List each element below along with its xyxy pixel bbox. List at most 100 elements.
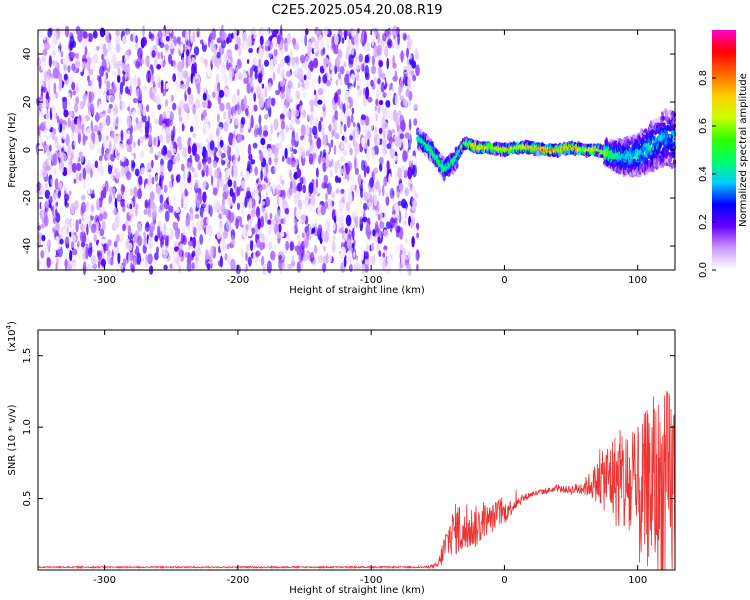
- noise-speckle: [401, 216, 404, 227]
- noise-speckle: [342, 149, 347, 156]
- noise-speckle: [336, 151, 342, 162]
- noise-speckle: [392, 54, 396, 68]
- noise-speckle: [240, 170, 244, 178]
- noise-speckle: [162, 47, 166, 57]
- noise-speckle: [244, 171, 250, 181]
- noise-speckle: [262, 263, 267, 276]
- noise-speckle: [115, 234, 120, 243]
- noise-speckle: [152, 87, 158, 95]
- noise-speckle: [285, 240, 289, 251]
- noise-speckle: [63, 83, 67, 91]
- noise-speckle: [92, 30, 98, 39]
- noise-speckle: [377, 31, 381, 44]
- noise-speckle: [398, 183, 404, 192]
- noise-speckle: [107, 108, 112, 114]
- noise-speckle: [213, 201, 218, 214]
- noise-speckle: [287, 32, 291, 45]
- noise-speckle: [332, 235, 336, 241]
- noise-speckle: [87, 233, 90, 244]
- noise-speckle: [47, 27, 52, 38]
- noise-speckle: [297, 236, 302, 247]
- noise-speckle: [238, 47, 242, 57]
- noise-speckle: [168, 205, 174, 213]
- noise-speckle: [51, 117, 55, 127]
- noise-speckle: [155, 184, 161, 195]
- noise-speckle: [134, 168, 140, 177]
- noise-speckle: [319, 187, 324, 196]
- noise-speckle: [145, 162, 149, 175]
- noise-speckle: [146, 104, 150, 112]
- noise-speckle: [318, 257, 322, 263]
- noise-speckle: [193, 167, 198, 176]
- noise-speckle: [122, 205, 126, 213]
- noise-speckle: [164, 127, 170, 135]
- noise-speckle: [98, 38, 104, 50]
- noise-speckle: [323, 26, 329, 36]
- noise-speckle: [41, 56, 46, 62]
- noise-speckle: [286, 70, 291, 78]
- noise-speckle: [306, 141, 311, 150]
- noise-speckle: [273, 166, 277, 173]
- noise-speckle: [130, 41, 134, 52]
- noise-speckle: [139, 150, 145, 158]
- noise-speckle: [60, 110, 65, 118]
- noise-speckle: [240, 248, 244, 259]
- noise-speckle: [258, 58, 262, 67]
- signal-pixel: [615, 166, 619, 174]
- noise-speckle: [210, 175, 214, 186]
- noise-speckle: [169, 246, 172, 255]
- noise-speckle: [93, 81, 97, 91]
- noise-speckle: [229, 199, 232, 206]
- noise-speckle: [392, 109, 397, 122]
- signal-pixel: [628, 140, 633, 146]
- signal-pixel: [418, 128, 422, 136]
- noise-speckle: [237, 160, 243, 171]
- noise-speckle: [378, 250, 382, 257]
- noise-speckle: [381, 149, 386, 160]
- noise-speckle: [266, 260, 272, 274]
- noise-speckle: [66, 225, 70, 235]
- noise-speckle: [160, 79, 164, 87]
- noise-speckle: [146, 70, 152, 83]
- noise-speckle: [220, 152, 226, 159]
- noise-speckle: [385, 221, 391, 229]
- noise-speckle: [97, 74, 100, 82]
- noise-speckle: [186, 182, 192, 188]
- noise-speckle: [60, 147, 64, 153]
- noise-speckle: [77, 131, 81, 144]
- noise-speckle: [121, 185, 126, 192]
- noise-speckle: [39, 28, 44, 38]
- signal-pixel: [453, 152, 457, 158]
- noise-speckle: [62, 230, 66, 240]
- noise-speckle: [386, 57, 389, 70]
- noise-speckle: [192, 132, 197, 139]
- noise-speckle: [325, 38, 331, 50]
- noise-speckle: [216, 230, 222, 240]
- noise-speckle: [411, 60, 417, 69]
- noise-speckle: [162, 28, 166, 38]
- noise-speckle: [61, 96, 68, 103]
- noise-speckle: [211, 55, 215, 65]
- noise-speckle: [151, 176, 155, 185]
- noise-speckle: [175, 207, 180, 214]
- noise-speckle: [172, 102, 177, 111]
- noise-speckle: [297, 182, 303, 192]
- noise-speckle: [377, 103, 381, 114]
- noise-speckle: [145, 126, 149, 138]
- noise-speckle: [40, 188, 45, 194]
- noise-speckle: [270, 250, 276, 261]
- noise-speckle: [52, 32, 59, 46]
- noise-speckle: [142, 106, 147, 117]
- noise-speckle: [284, 147, 288, 160]
- noise-speckle: [219, 66, 225, 79]
- noise-speckle: [223, 183, 228, 194]
- noise-speckle: [120, 152, 125, 163]
- noise-speckle: [38, 112, 43, 119]
- noise-speckle: [352, 128, 355, 142]
- noise-speckle: [226, 243, 230, 250]
- noise-speckle: [154, 252, 159, 261]
- noise-speckle: [43, 96, 46, 103]
- noise-speckle: [163, 154, 170, 160]
- noise-speckle: [154, 73, 160, 84]
- noise-speckle: [164, 43, 169, 51]
